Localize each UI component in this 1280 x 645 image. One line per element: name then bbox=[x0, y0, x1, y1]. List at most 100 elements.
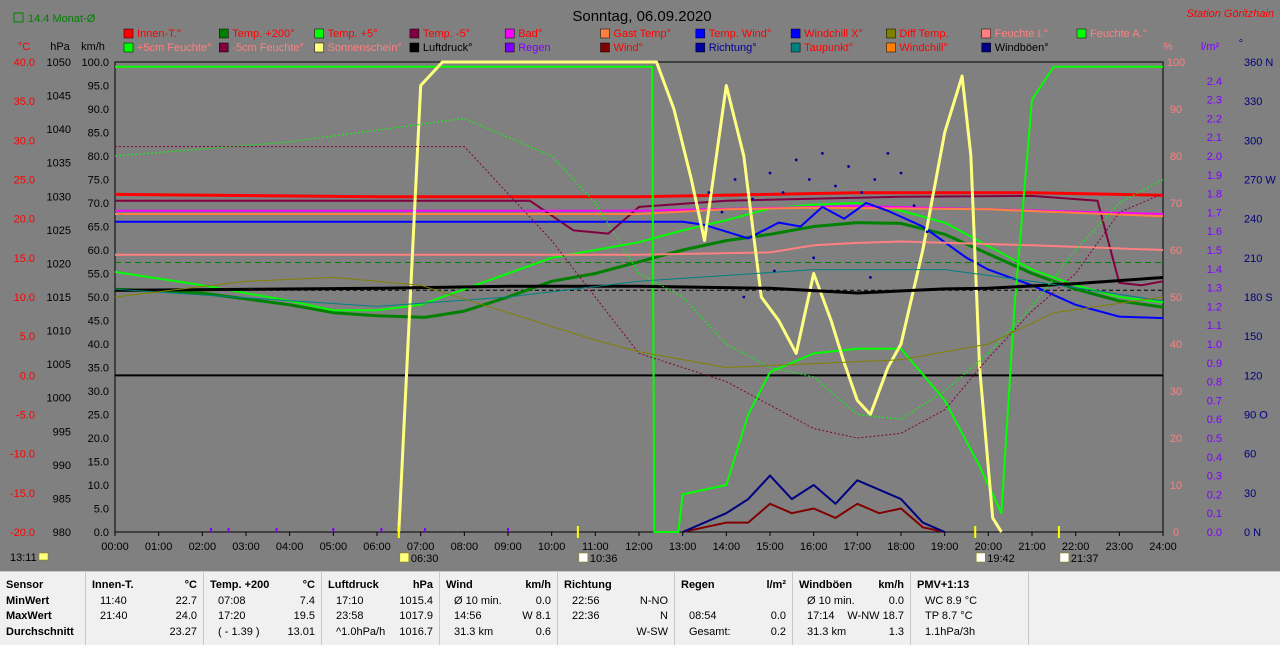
wind-tick-label: 70.0 bbox=[88, 198, 109, 210]
moonset-label: 21:37 bbox=[1071, 553, 1099, 565]
stats-column-title: Luftdruck bbox=[328, 579, 379, 591]
direction-point bbox=[720, 210, 724, 214]
wind-tick-label: 60.0 bbox=[88, 245, 109, 257]
rain-tick-label: 1.1 bbox=[1207, 320, 1222, 332]
legend-swatch bbox=[886, 28, 896, 39]
stats-column-title: PMV+1:13 bbox=[917, 579, 970, 591]
rain-tick-label: 0.5 bbox=[1207, 433, 1222, 445]
direction-tick-label: 270 W bbox=[1244, 175, 1276, 187]
series-line bbox=[115, 194, 1164, 287]
time-tick-label: 22:00 bbox=[1062, 541, 1090, 553]
rain-tick-label: 1.4 bbox=[1207, 264, 1222, 276]
stats-cell-value: 13.01 bbox=[287, 625, 315, 638]
stats-cell-time: 17:10 bbox=[336, 594, 364, 607]
legend-swatch bbox=[409, 28, 420, 39]
series-line bbox=[114, 221, 1164, 319]
direction-point bbox=[772, 269, 776, 273]
wind-tick-label: 95.0 bbox=[88, 81, 109, 93]
series-line bbox=[397, 60, 1003, 533]
stats-cell-time: 23:58 bbox=[336, 610, 364, 622]
stats-cell-value: 1016.7 bbox=[399, 625, 433, 638]
legend-swatch bbox=[886, 42, 896, 53]
legend-swatch bbox=[695, 28, 706, 39]
legend: Innen-T.° Temp. +200° Temp. +5° Temp. -5° Ba… bbox=[123, 28, 1147, 54]
stats-cell-value: 0.6 bbox=[535, 625, 551, 638]
legend-swatch bbox=[600, 42, 610, 53]
wind-tick-label: 65.0 bbox=[88, 222, 109, 234]
time-tick-label: 18:00 bbox=[887, 541, 915, 553]
time-tick-label: 07:00 bbox=[407, 541, 435, 553]
wind-tick-label: 0.0 bbox=[94, 527, 109, 539]
pressure-tick-label: 1035 bbox=[47, 158, 71, 170]
moonrise-icon bbox=[578, 552, 589, 563]
legend-swatch bbox=[981, 42, 991, 53]
time-tick-label: 03:00 bbox=[232, 541, 260, 553]
legend-label: +5cm Feuchte° bbox=[137, 42, 211, 54]
time-tick-label: 16:00 bbox=[800, 541, 828, 553]
series-line bbox=[115, 65, 1163, 533]
direction-tick-label: 240 bbox=[1244, 214, 1262, 226]
rain-mark bbox=[210, 528, 213, 532]
rain-tick-label: 0.3 bbox=[1207, 471, 1222, 483]
sunset-label: 19:42 bbox=[987, 553, 1015, 565]
stats-column: Temp. +200 °C 07:08 7.4 17:20 19.5 ( - 1.39 ) 1… bbox=[204, 572, 322, 645]
direction-tick-label: 360 N bbox=[1244, 57, 1273, 69]
moonrise-label: 10:36 bbox=[590, 553, 618, 565]
time-tick-label: 21:00 bbox=[1018, 541, 1046, 553]
stats-cell-value: 23.27 bbox=[169, 625, 197, 638]
temp-tick-label: 30.0 bbox=[14, 135, 35, 147]
wind-axis-unit: km/h bbox=[81, 41, 105, 53]
stats-cell-value: 22.7 bbox=[175, 594, 197, 607]
humidity-axis-unit: % bbox=[1163, 41, 1173, 53]
wind-tick-label: 15.0 bbox=[88, 457, 109, 469]
legend-label: Taupunkt° bbox=[804, 42, 853, 54]
stats-cell-value: W-NW 18.7 bbox=[847, 610, 904, 622]
legend-swatch bbox=[409, 42, 420, 53]
pressure-tick-label: 1020 bbox=[47, 258, 71, 270]
time-tick-label: 24:00 bbox=[1149, 541, 1177, 553]
wind-tick-label: 10.0 bbox=[88, 480, 109, 492]
sunrise-icon bbox=[399, 552, 410, 563]
legend-swatch bbox=[1076, 28, 1087, 39]
direction-point bbox=[707, 191, 711, 194]
rain-tick-label: 1.7 bbox=[1207, 207, 1222, 219]
wind-tick-label: 5.0 bbox=[94, 504, 109, 516]
temp-tick-label: 5.0 bbox=[20, 331, 35, 343]
rain-tick-label: 0.1 bbox=[1207, 508, 1222, 520]
time-tick-label: 20:00 bbox=[975, 541, 1003, 553]
time-tick-label: 14:00 bbox=[713, 541, 741, 553]
pressure-tick-label: 1015 bbox=[47, 292, 71, 304]
stats-cell-time: Ø 10 min. bbox=[807, 594, 855, 607]
rain-tick-label: 0.7 bbox=[1207, 395, 1222, 407]
stats-cell-time: 14:56 bbox=[454, 610, 482, 622]
time-tick-label: 06:00 bbox=[363, 541, 391, 553]
legend-label: Bad° bbox=[518, 28, 542, 40]
legend-label: Diff Temp. bbox=[899, 28, 948, 40]
rain-tick-label: 2.1 bbox=[1207, 132, 1222, 144]
station-name: Station Göritzhain bbox=[1187, 8, 1274, 20]
rain-mark bbox=[507, 528, 509, 532]
direction-tick-label: 0 N bbox=[1244, 527, 1261, 539]
rain-tick-label: 1.3 bbox=[1207, 283, 1222, 295]
direction-point bbox=[912, 204, 916, 208]
direction-tick-label: 180 S bbox=[1244, 292, 1273, 304]
wind-tick-label: 75.0 bbox=[88, 175, 109, 187]
direction-point bbox=[834, 184, 837, 188]
legend-swatch bbox=[219, 42, 229, 53]
pressure-tick-label: 1025 bbox=[47, 225, 71, 237]
stats-cell-value: 0.2 bbox=[770, 625, 786, 638]
stats-cell-value: 19.5 bbox=[293, 610, 315, 622]
stats-cell-value: 7.4 bbox=[299, 594, 315, 607]
direction-point bbox=[873, 178, 877, 181]
direction-point bbox=[812, 256, 816, 260]
legend-label: Gast Temp° bbox=[614, 28, 671, 40]
legend-label: Richtung° bbox=[709, 42, 757, 54]
legend-swatch bbox=[219, 28, 229, 39]
temp-tick-label: 0.0 bbox=[20, 370, 35, 382]
wind-tick-label: 90.0 bbox=[88, 104, 109, 116]
rain-tick-label: 0.2 bbox=[1207, 489, 1222, 501]
sunshine-icon bbox=[38, 552, 49, 561]
weather-chart: 14.4 Monat-Ø Sonntag, 06.09.2020 Station… bbox=[10, 8, 1276, 565]
humidity-tick-label: 40 bbox=[1170, 339, 1182, 351]
moonset-icon bbox=[1059, 552, 1070, 563]
